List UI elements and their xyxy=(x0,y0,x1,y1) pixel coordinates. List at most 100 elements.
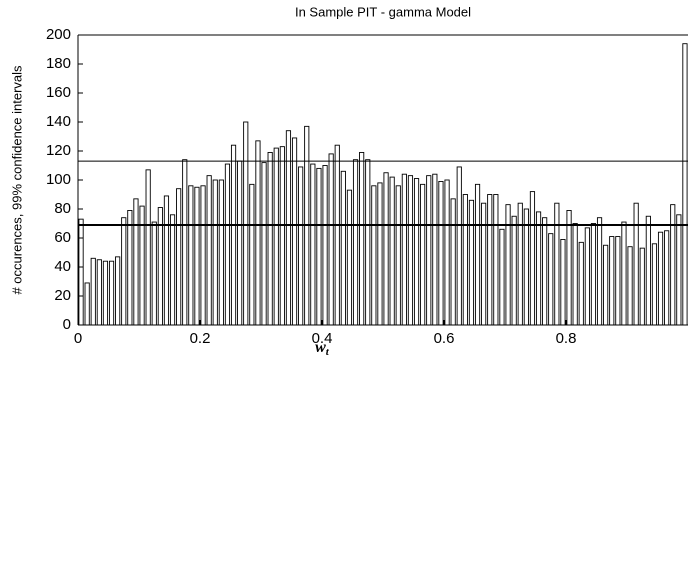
y-tick-label: 180 xyxy=(46,55,71,72)
bar xyxy=(127,209,133,326)
bar xyxy=(194,186,200,326)
bar xyxy=(145,169,151,326)
y-axis-label: # occurences, 99% confidence intervals xyxy=(9,65,24,295)
bar xyxy=(615,236,621,326)
bar xyxy=(346,189,353,326)
bar xyxy=(115,256,121,326)
bar xyxy=(468,199,475,326)
y-tick-label: 20 xyxy=(54,287,71,304)
x-axis-label-subscript: t xyxy=(326,346,330,358)
bar xyxy=(462,194,468,326)
bar xyxy=(523,208,529,326)
bar xyxy=(670,204,676,326)
y-tick-label: 80 xyxy=(54,200,71,217)
bar xyxy=(108,260,115,326)
bar xyxy=(291,137,298,326)
x-tick-label: 0.2 xyxy=(190,330,211,347)
bar xyxy=(377,182,383,326)
bar xyxy=(657,231,664,326)
bar xyxy=(493,194,499,326)
bar xyxy=(316,167,322,326)
bar xyxy=(505,204,511,326)
bar xyxy=(645,215,651,326)
bar xyxy=(212,179,218,326)
bar xyxy=(548,233,554,326)
bar xyxy=(627,246,633,326)
bar xyxy=(322,165,328,326)
bar xyxy=(395,185,401,326)
bar xyxy=(542,217,548,326)
y-tick-label: 0 xyxy=(63,316,71,333)
bar xyxy=(639,247,645,326)
bar xyxy=(334,144,340,326)
bar xyxy=(102,260,109,326)
chart-title: In Sample PIT - gamma Model xyxy=(295,4,471,19)
bar xyxy=(328,153,334,326)
bar xyxy=(206,175,212,326)
bar xyxy=(584,227,590,326)
bar xyxy=(578,241,584,326)
bar xyxy=(340,170,346,326)
bar xyxy=(401,173,407,326)
bar xyxy=(182,159,188,326)
bar xyxy=(444,179,450,326)
bar xyxy=(261,162,267,326)
bar xyxy=(365,159,371,326)
bar xyxy=(237,160,243,326)
bar xyxy=(279,146,285,326)
bar xyxy=(517,202,523,326)
y-tick-label: 120 xyxy=(46,142,71,159)
bar xyxy=(456,166,462,326)
bar xyxy=(78,218,84,326)
bar xyxy=(389,176,395,326)
bar xyxy=(243,121,249,326)
y-tick-label: 40 xyxy=(54,258,71,275)
bar xyxy=(603,244,609,326)
bar xyxy=(609,236,615,326)
bar xyxy=(432,173,438,326)
bar xyxy=(438,180,444,326)
y-tick-label: 200 xyxy=(46,26,71,43)
bar xyxy=(133,198,139,326)
x-axis-label: wt xyxy=(315,339,330,358)
bar xyxy=(352,159,359,326)
bar xyxy=(566,209,572,326)
x-tick-label: 0.6 xyxy=(434,330,455,347)
bar xyxy=(249,183,255,326)
bar xyxy=(359,151,365,326)
bar xyxy=(224,163,231,326)
y-tick-label: 60 xyxy=(54,229,71,246)
bar xyxy=(230,144,237,326)
bar xyxy=(596,217,603,326)
bar xyxy=(188,185,194,326)
y-tick-label: 160 xyxy=(46,84,71,101)
x-tick-label: 0.8 xyxy=(556,330,577,347)
bar xyxy=(90,257,96,326)
bar xyxy=(481,202,487,326)
bar xyxy=(413,178,420,326)
bar xyxy=(84,282,90,326)
bar xyxy=(621,221,627,326)
bar xyxy=(426,175,432,326)
bar xyxy=(267,151,273,326)
bar xyxy=(420,183,426,326)
bar xyxy=(255,140,261,326)
bar xyxy=(273,147,279,326)
bar xyxy=(572,223,578,326)
bar xyxy=(96,259,102,326)
bar xyxy=(682,43,688,326)
x-tick-label: 0 xyxy=(74,330,82,347)
bar xyxy=(560,238,566,326)
bar xyxy=(298,166,304,326)
x-axis-label-main: w xyxy=(315,339,326,356)
bar xyxy=(176,188,182,326)
bar xyxy=(499,228,505,326)
bar xyxy=(218,179,224,326)
bar xyxy=(285,130,292,326)
x-tick-label: 0.4 xyxy=(312,330,333,347)
y-tick-label: 100 xyxy=(46,171,71,188)
bar xyxy=(407,175,414,326)
bar xyxy=(554,202,560,326)
bar xyxy=(511,215,517,326)
